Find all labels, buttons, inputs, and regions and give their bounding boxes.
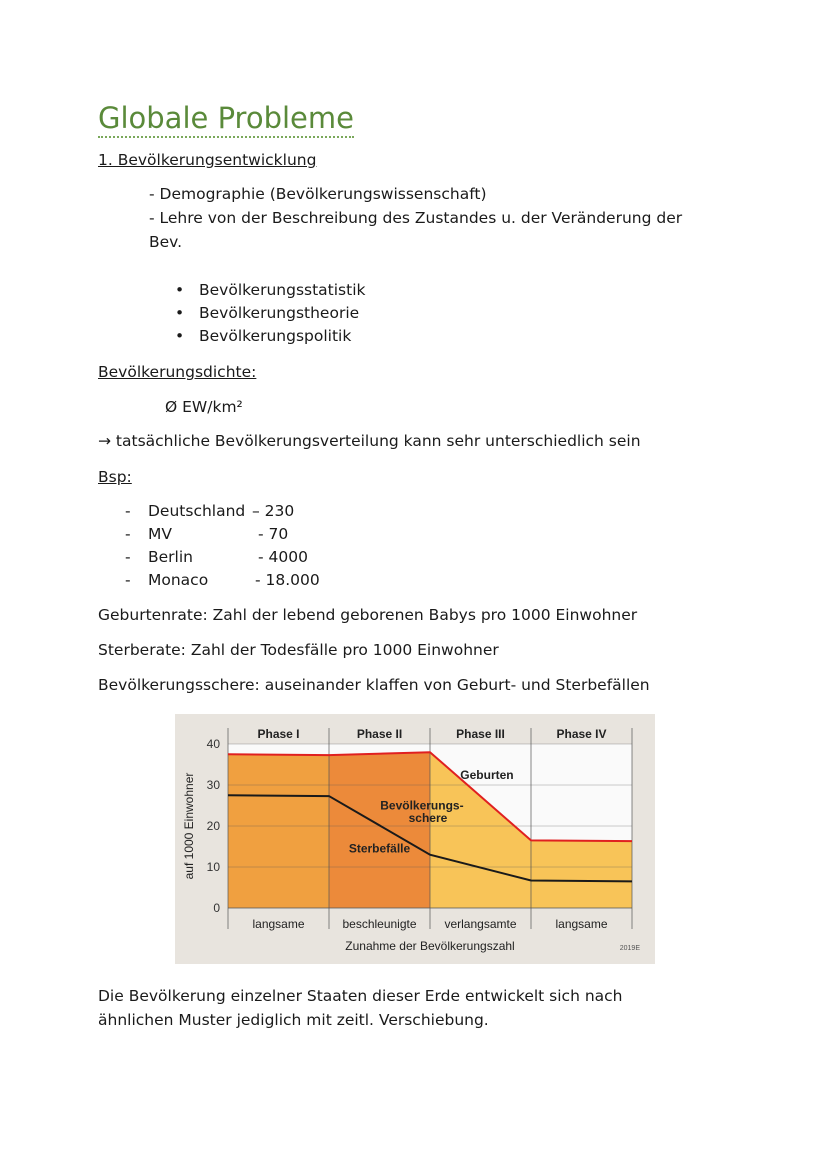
bullet-item: Bevölkerungsstatistik	[175, 280, 365, 300]
list-dash: -	[125, 548, 131, 566]
bullet-item: Bevölkerungstheorie	[175, 303, 359, 323]
phase-speed-label: beschleunigte	[342, 917, 416, 931]
example-name: Deutschland	[148, 502, 246, 520]
phase-label: Phase IV	[556, 727, 606, 741]
example-heading: Bsp:	[98, 468, 132, 486]
phase-label: Phase I	[257, 727, 299, 741]
bullet-item: Bevölkerungspolitik	[175, 326, 351, 346]
example-value: - 4000	[258, 548, 308, 566]
births-line	[227, 751, 633, 843]
conclusion-line: ähnlichen Muster jediglich mit zeitl. Ve…	[98, 1011, 489, 1029]
phase-speed-label: langsame	[555, 917, 607, 931]
series-label-deaths: Sterbefälle	[349, 842, 411, 856]
example-value: - 70	[258, 525, 289, 543]
intro-line: - Demographie (Bevölkerungswissenschaft)	[149, 185, 487, 203]
demographic-transition-chart: 0 10 20 30 40 Phase I Phase II Phase III Phase I…	[175, 714, 655, 964]
deaths-line	[227, 794, 633, 883]
list-dash: -	[125, 571, 131, 589]
density-note: → tatsächliche Bevölkerungsverteilung ka…	[98, 432, 641, 450]
x-axis-label: Zunahme der Bevölkerungszahl	[345, 939, 514, 953]
definition: Geburtenrate: Zahl der lebend geborenen …	[98, 606, 638, 624]
phase-label: Phase III	[456, 727, 505, 741]
annotation-scissors: Bevölkerungs-	[380, 799, 463, 813]
density-heading: Bevölkerungsdichte:	[98, 363, 257, 381]
intro-line: Bev.	[149, 233, 183, 251]
definition: Bevölkerungsschere: auseinander klaffen …	[98, 676, 650, 694]
example-name: Monaco	[148, 571, 209, 589]
y-tick-label: 30	[207, 778, 221, 792]
y-tick-label: 0	[213, 901, 220, 915]
example-name: Berlin	[148, 548, 193, 566]
phase-label: Phase II	[357, 727, 402, 741]
density-unit: Ø EW/km²	[165, 398, 243, 416]
y-tick-label: 20	[207, 819, 221, 833]
section-heading: 1. Bevölkerungsentwicklung	[98, 151, 317, 169]
y-tick-label: 40	[207, 737, 221, 751]
conclusion-line: Die Bevölkerung einzelner Staaten dieser…	[98, 987, 623, 1005]
y-axis-label: auf 1000 Einwohner	[182, 773, 196, 880]
y-tick-label: 10	[207, 860, 221, 874]
example-value: – 230	[252, 502, 295, 520]
annotation-scissors: schere	[409, 811, 448, 825]
example-name: MV	[148, 525, 172, 543]
phase-speed-label: verlangsamte	[444, 917, 516, 931]
intro-line: - Lehre von der Beschreibung des Zustand…	[149, 209, 683, 227]
definition: Sterberate: Zahl der Todesfälle pro 1000…	[98, 641, 499, 659]
page-title: Globale Probleme	[98, 100, 354, 138]
example-value: - 18.000	[255, 571, 320, 589]
figure-code: 2019E	[620, 945, 641, 952]
series-label-births: Geburten	[460, 768, 513, 782]
list-dash: -	[125, 502, 131, 520]
phase-2-area	[329, 752, 430, 908]
phase-speed-label: langsame	[252, 917, 304, 931]
list-dash: -	[125, 525, 131, 543]
